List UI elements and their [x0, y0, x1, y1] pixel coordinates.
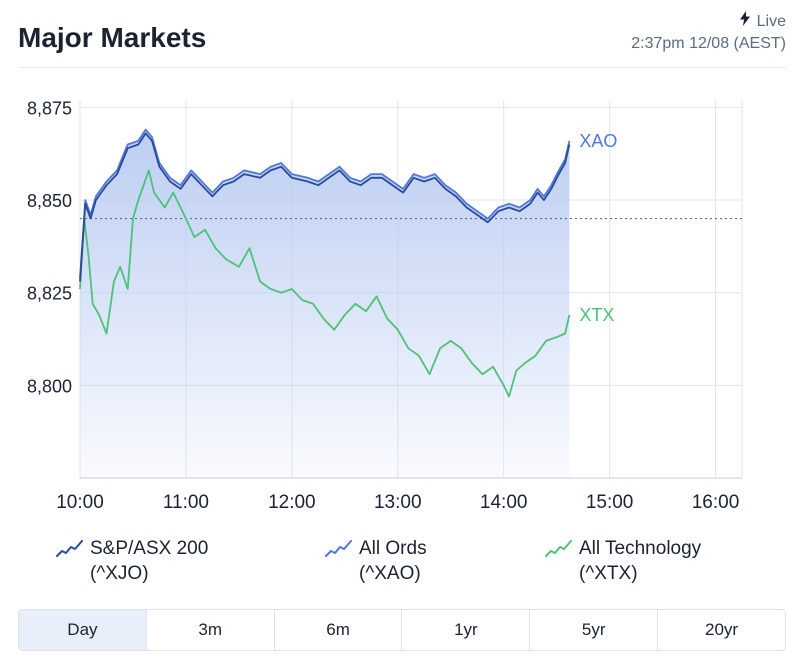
header-divider	[18, 67, 786, 68]
legend-code-xjo: (^XJO)	[90, 563, 149, 584]
legend-code-xao: (^XAO)	[359, 563, 421, 584]
area-fill-xao	[80, 129, 570, 478]
legend-name-xtx: All Technology	[579, 538, 702, 559]
tab-1yr[interactable]: 1yr	[402, 610, 531, 650]
timestamp: 2:37pm 12/08 (AEST)	[631, 35, 786, 52]
series-line-xtx	[79, 169, 571, 398]
legend-name-xjo: S&P/ASX 200	[90, 538, 209, 559]
live-label: Live	[756, 13, 786, 30]
legend-code-xtx: (^XTX)	[579, 563, 638, 584]
chart-legend: S&P/ASX 200 (^XJO) All Ords (^XAO) All T…	[0, 536, 800, 596]
end-label-xtx: XTX	[579, 305, 614, 325]
x-tick-label: 13:00	[374, 492, 422, 513]
x-tick-label: 16:00	[692, 492, 740, 513]
x-tick-label: 12:00	[268, 492, 316, 513]
y-tick-label: 8,800	[27, 376, 72, 396]
series-line-xjo	[79, 132, 571, 282]
legend-name-xao: All Ords	[359, 538, 427, 559]
markets-chart[interactable]: XTX XAO 8,875 8,850 8,825 8,800 10:00 11:00 12:0…	[0, 68, 800, 528]
series-line-xao	[79, 128, 571, 278]
y-tick-label: 8,875	[27, 98, 72, 118]
tab-3m[interactable]: 3m	[147, 610, 275, 650]
lightning-icon	[739, 11, 751, 31]
line-chart-icon	[56, 540, 83, 557]
y-tick-label: 8,850	[27, 191, 72, 211]
tab-20yr[interactable]: 20yr	[705, 620, 739, 639]
x-tick-label: 10:00	[56, 492, 104, 513]
end-label-xao: XAO	[579, 131, 617, 151]
x-tick-label: 11:00	[163, 492, 209, 513]
live-indicator: Live	[739, 11, 786, 31]
x-tick-label: 15:00	[586, 492, 634, 513]
range-tabs: Day 3m 6m 1yr 5yr 20yr	[18, 609, 786, 651]
line-chart-icon	[325, 540, 352, 557]
x-tick-label: 14:00	[480, 492, 528, 513]
page-title: Major Markets	[18, 22, 207, 53]
tab-5yr[interactable]: 5yr	[530, 610, 659, 650]
y-tick-label: 8,825	[27, 284, 72, 304]
header: Major Markets Live 2:37pm 12/08 (AEST)	[0, 0, 800, 68]
tab-day[interactable]: Day	[19, 610, 147, 650]
line-chart-icon	[545, 540, 572, 557]
tab-6m[interactable]: 6m	[275, 610, 403, 650]
